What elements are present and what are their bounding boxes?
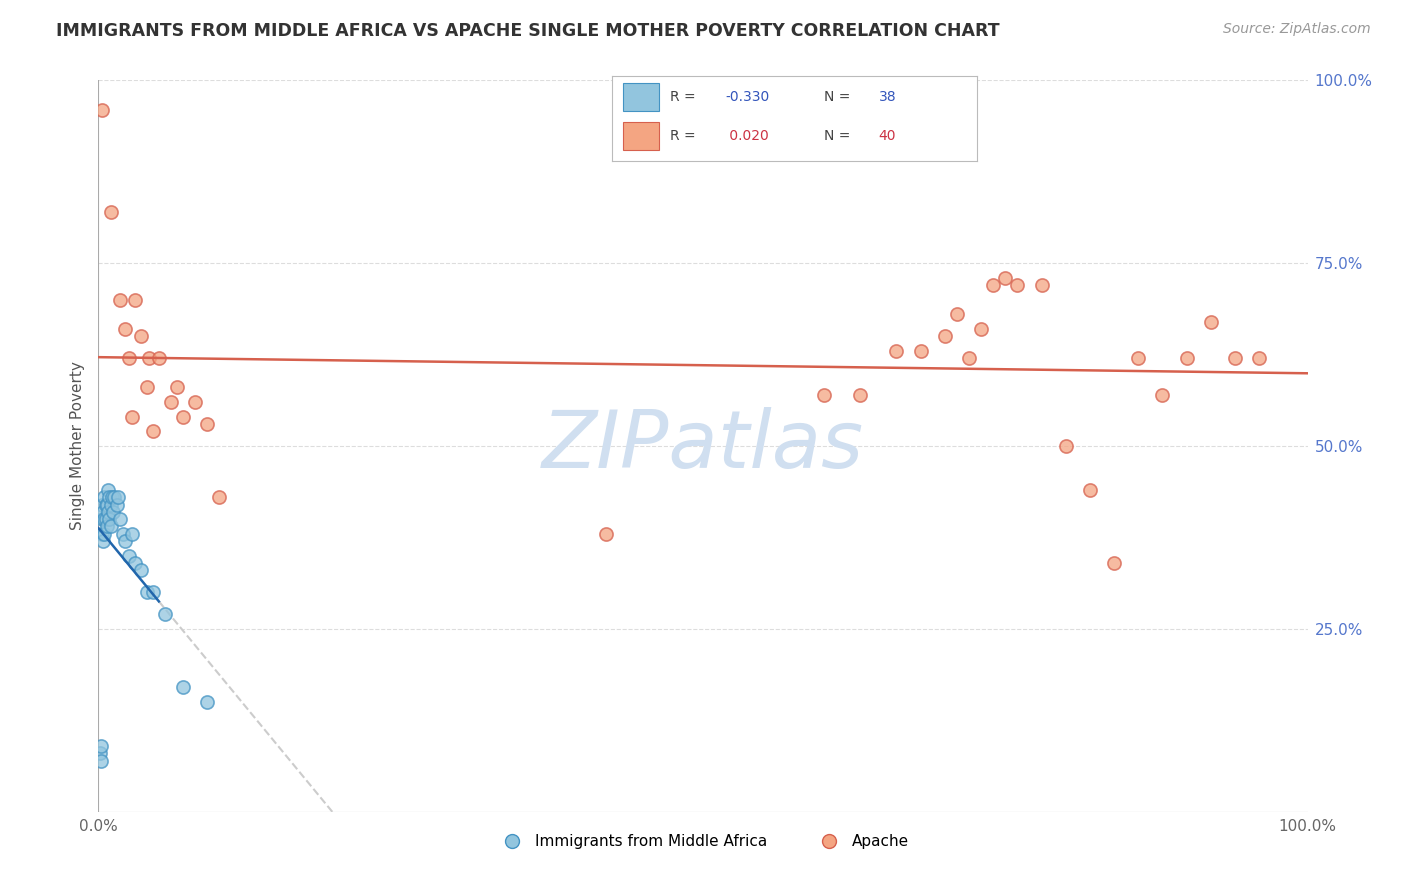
Point <box>107 490 129 504</box>
Point <box>813 388 835 402</box>
Point <box>108 293 131 307</box>
Point <box>96 498 118 512</box>
Point <box>97 483 120 497</box>
Point <box>121 409 143 424</box>
Point <box>135 585 157 599</box>
Text: Source: ZipAtlas.com: Source: ZipAtlas.com <box>1223 22 1371 37</box>
Point <box>994 270 1017 285</box>
Point <box>91 505 114 519</box>
Text: ZIPatlas: ZIPatlas <box>541 407 865 485</box>
Point <box>1152 388 1174 402</box>
Text: 0.020: 0.020 <box>725 129 769 143</box>
Point <box>148 351 170 366</box>
Point <box>101 505 124 519</box>
Point <box>1102 556 1125 570</box>
Point <box>1128 351 1150 366</box>
Point <box>98 490 121 504</box>
Point <box>114 322 136 336</box>
Text: -0.330: -0.330 <box>725 90 769 104</box>
Point <box>94 498 117 512</box>
Point <box>97 505 120 519</box>
Point <box>100 498 122 512</box>
Text: N =: N = <box>824 129 855 143</box>
Point <box>94 512 117 526</box>
Y-axis label: Single Mother Poverty: Single Mother Poverty <box>69 361 84 531</box>
Point <box>208 490 231 504</box>
Point <box>957 351 980 366</box>
Point <box>108 512 131 526</box>
Point <box>172 409 194 424</box>
Point <box>118 351 141 366</box>
Point <box>111 526 134 541</box>
Bar <box>623 83 659 112</box>
Point <box>981 278 1004 293</box>
Point <box>91 103 114 117</box>
Point <box>153 607 176 622</box>
Point <box>595 526 617 541</box>
Point <box>103 490 125 504</box>
Point <box>970 322 993 336</box>
Point <box>946 307 969 321</box>
Point <box>1078 483 1101 497</box>
Point <box>129 329 152 343</box>
Point <box>160 395 183 409</box>
Text: R =: R = <box>671 129 700 143</box>
Point <box>886 343 908 358</box>
Text: N =: N = <box>824 90 855 104</box>
Text: IMMIGRANTS FROM MIDDLE AFRICA VS APACHE SINGLE MOTHER POVERTY CORRELATION CHART: IMMIGRANTS FROM MIDDLE AFRICA VS APACHE … <box>56 22 1000 40</box>
Text: 38: 38 <box>879 90 896 104</box>
Text: R =: R = <box>671 90 700 104</box>
Point <box>91 534 114 549</box>
Point <box>105 498 128 512</box>
Point <box>934 329 956 343</box>
Point <box>100 519 122 533</box>
Point <box>98 512 121 526</box>
Point <box>910 343 932 358</box>
Point <box>124 293 146 307</box>
Point <box>100 205 122 219</box>
Point <box>91 498 114 512</box>
Point <box>1007 278 1029 293</box>
Point <box>138 351 160 366</box>
Point <box>1175 351 1198 366</box>
Point <box>129 563 152 577</box>
Point <box>90 754 112 768</box>
Text: 40: 40 <box>879 129 896 143</box>
Point <box>142 425 165 439</box>
Point <box>124 556 146 570</box>
Point <box>166 380 188 394</box>
Legend: Immigrants from Middle Africa, Apache: Immigrants from Middle Africa, Apache <box>491 828 915 855</box>
Point <box>1249 351 1271 366</box>
Point <box>1054 439 1077 453</box>
Point <box>121 526 143 541</box>
Point <box>1031 278 1053 293</box>
Point <box>1223 351 1246 366</box>
Point <box>96 519 118 533</box>
Point <box>93 490 115 504</box>
Point <box>849 388 872 402</box>
Point <box>90 739 112 753</box>
Point <box>195 417 218 431</box>
Point <box>93 512 115 526</box>
Point <box>91 512 114 526</box>
Point <box>89 746 111 760</box>
Point <box>118 549 141 563</box>
Point <box>195 695 218 709</box>
Bar <box>623 121 659 151</box>
Point <box>142 585 165 599</box>
Point <box>114 534 136 549</box>
Point <box>135 380 157 394</box>
Point <box>172 681 194 695</box>
Point <box>184 395 207 409</box>
Point <box>1199 315 1222 329</box>
Point <box>100 490 122 504</box>
Point <box>91 526 114 541</box>
Point <box>93 526 115 541</box>
